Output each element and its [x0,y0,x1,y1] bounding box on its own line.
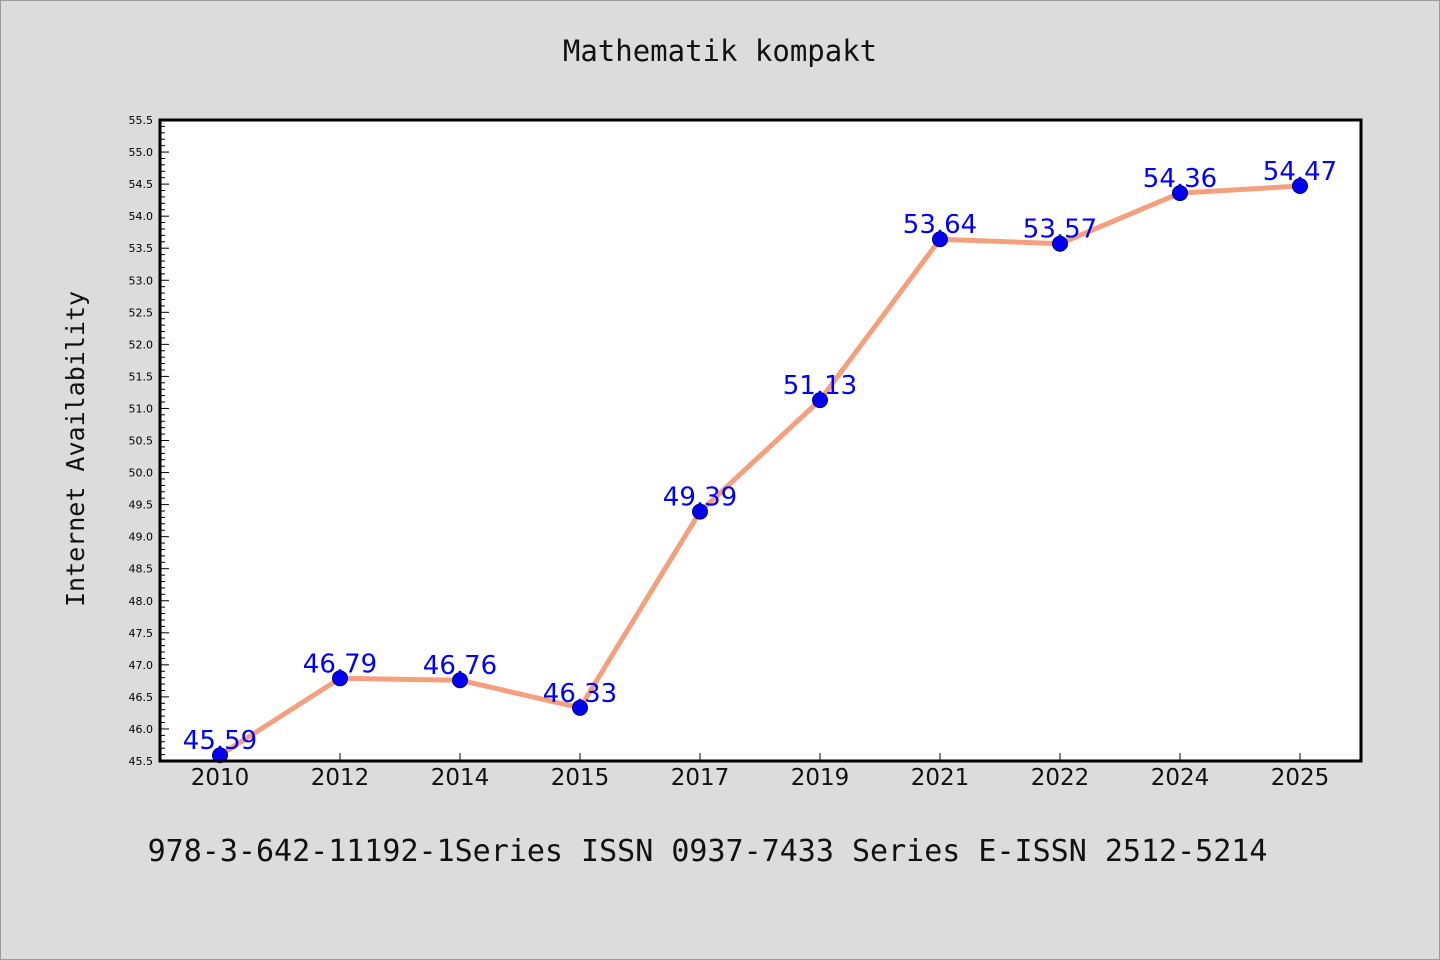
y-tick-label: 54.0 [129,210,154,223]
y-tick-label: 51.5 [129,370,154,383]
data-point [812,392,828,409]
data-point [1172,185,1188,202]
data-label: 54.36 [1143,164,1217,194]
x-tick-label: 2015 [551,765,610,791]
chart-title: Mathematik kompakt [562,34,878,68]
y-tick-label: 53.0 [129,274,154,287]
plot-area [160,120,1361,761]
data-point [1052,235,1068,252]
y-tick-label: 47.0 [129,659,154,672]
x-tick-label: 2014 [431,765,490,791]
y-tick-label: 50.5 [129,435,154,448]
plot-border [158,118,1363,763]
isbn-caption: 978-3-642-11192-1Series ISSN 0937-7433 S… [147,834,1268,869]
data-point [932,231,948,248]
y-tick-label: 45.5 [129,755,154,768]
y-tick-label: 51.0 [129,402,154,415]
data-point [452,672,468,689]
x-axis: 2010 2012 2014 2015 2017 2019 2021 2022 2024 2025 [191,753,1330,791]
y-tick-label: 53.5 [129,242,154,255]
y-tick-label: 50.0 [129,467,154,480]
data-label: 49.39 [663,483,737,513]
x-tick-label: 2022 [1031,765,1090,791]
x-tick-label: 2012 [311,765,370,791]
data-label: 51.13 [783,371,857,401]
y-tick-label: 52.5 [129,306,154,319]
data-point [1292,178,1308,195]
data-point [572,699,588,716]
x-tick-label: 2025 [1271,765,1330,791]
y-tick-label: 47.5 [129,627,154,640]
data-label: 53.57 [1023,215,1097,245]
data-label: 45.59 [183,726,257,756]
y-axis-label: Internet Availability [61,291,90,607]
data-label: 53.64 [903,210,977,240]
x-tick-label: 2019 [791,765,850,791]
series-line [217,183,1303,758]
y-tick-label: 48.0 [129,595,154,608]
data-label: 46.76 [423,651,497,681]
data-label: 46.79 [303,649,377,679]
y-tick-label: 46.5 [129,691,154,704]
y-tick-label: 55.5 [129,114,154,127]
x-tick-label: 2017 [671,765,730,791]
x-tick-label: 2010 [191,765,250,791]
data-label: 46.33 [543,679,617,709]
data-point [332,670,348,687]
y-tick-label: 46.0 [129,723,154,736]
data-label: 54.47 [1263,157,1337,187]
series-group: 45.59 46.79 46.76 46.33 49.39 51.13 53.64 53.57… [183,157,1337,764]
y-tick-label: 55.0 [129,146,154,159]
y-tick-label: 52.0 [129,338,154,351]
data-point [692,503,708,520]
y-tick-label: 54.5 [129,178,154,191]
y-tick-label: 48.5 [129,563,154,576]
y-axis: 45.5 46.0 46.5 47.0 47.5 48.0 48.5 49.0 49.5 50.0… [129,114,169,768]
y-tick-label: 49.0 [129,531,154,544]
y-tick-label: 49.5 [129,499,154,512]
x-tick-label: 2021 [911,765,970,791]
x-tick-label: 2024 [1151,765,1210,791]
data-point [212,747,228,764]
